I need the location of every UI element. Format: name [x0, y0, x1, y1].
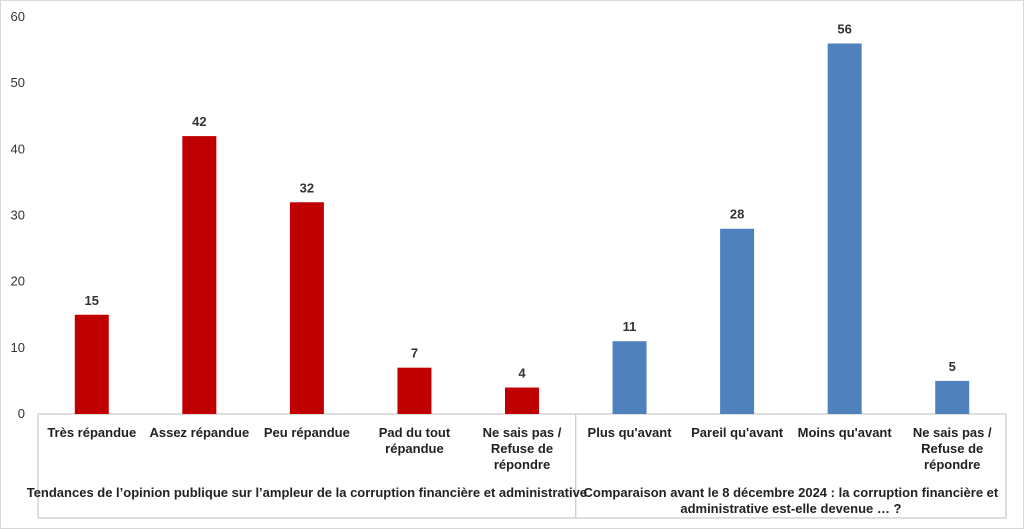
bar — [935, 380, 970, 414]
bar — [827, 43, 862, 414]
data-label: 4 — [518, 366, 526, 381]
group-label: Tendances de l’opinion publique sur l’am… — [27, 485, 587, 500]
y-tick-label: 20 — [11, 274, 25, 289]
bar — [397, 367, 432, 414]
category-label: Ne sais pas / Refuse de répondre — [483, 425, 562, 472]
data-label: 15 — [85, 293, 99, 308]
category-label: Ne sais pas / Refuse de répondre — [913, 425, 992, 472]
labels: 15 Très répandue 42 Assez répandue 32 Peu rép… — [27, 21, 999, 516]
bar — [720, 228, 755, 414]
category-label: Moins qu'avant — [798, 425, 893, 440]
data-label: 32 — [300, 180, 314, 195]
bar — [612, 341, 647, 414]
category-label: Très répandue — [47, 425, 136, 440]
data-label: 42 — [192, 114, 206, 129]
category-label: Pad du tout répandue — [379, 425, 451, 456]
bar — [505, 387, 539, 414]
group-label: Comparaison avant le 8 décembre 2024 : l… — [584, 485, 999, 516]
category-label: Plus qu'avant — [588, 425, 673, 440]
category-label: Pareil qu'avant — [691, 425, 784, 440]
data-label: 28 — [730, 207, 744, 222]
y-tick-label: 30 — [11, 208, 25, 223]
category-label: Peu répandue — [264, 425, 350, 440]
y-tick-label: 10 — [11, 340, 25, 355]
y-tick-label: 40 — [11, 141, 25, 156]
bar — [74, 314, 109, 414]
data-label: 7 — [411, 346, 418, 361]
data-label: 5 — [949, 359, 956, 374]
y-tick-label: 60 — [11, 9, 25, 24]
bar — [289, 202, 324, 414]
data-label: 11 — [623, 319, 637, 334]
y-tick-label: 0 — [18, 406, 25, 421]
y-tick-label: 50 — [11, 75, 25, 90]
y-axis: 0 10 20 30 40 50 60 — [11, 9, 25, 421]
bars — [74, 43, 970, 414]
data-label: 56 — [837, 21, 851, 36]
bar — [182, 136, 217, 414]
category-label: Assez répandue — [149, 425, 249, 440]
